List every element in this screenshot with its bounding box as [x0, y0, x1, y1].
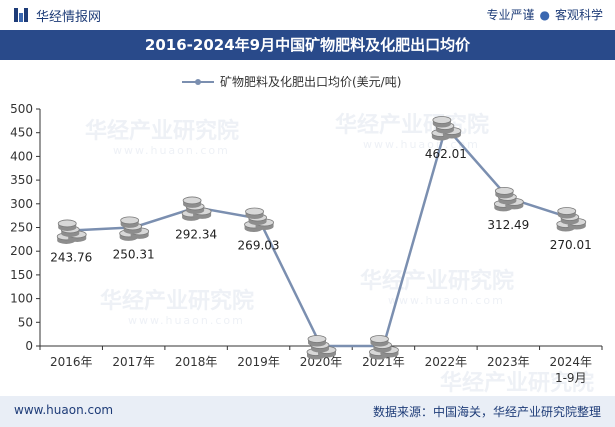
top-bar: 华经情报网 专业严谨 ● 客观科学: [0, 0, 615, 30]
x-tick-label: 2022年: [425, 355, 468, 369]
watermark-text: 华经产业研究院: [360, 268, 514, 294]
data-label: 269.03: [238, 238, 280, 252]
data-point-coin-icon: [119, 216, 150, 241]
chart-title: 2016-2024年9月中国矿物肥料及化肥出口均价: [0, 30, 615, 60]
data-label: 250.31: [113, 247, 155, 261]
data-label: 312.49: [487, 218, 529, 232]
data-label: 292.34: [175, 227, 217, 241]
y-tick-label: 300: [10, 197, 33, 211]
y-tick-label: 450: [10, 126, 33, 140]
logo-text: 华经情报网: [36, 10, 102, 25]
y-tick-label: 350: [10, 173, 33, 187]
data-point-coin-icon: [56, 219, 87, 244]
watermark-url: www.huaon.com: [363, 138, 480, 151]
y-tick-label: 150: [10, 268, 33, 282]
slogan: 专业严谨 ● 客观科学: [486, 6, 603, 23]
y-tick-label: 50: [18, 315, 33, 329]
watermark-text: 华经产业研究院: [440, 370, 594, 396]
watermark-url: www.huaon.com: [128, 314, 245, 327]
line-chart: 华经产业研究院www.huaon.com华经产业研究院www.huaon.com…: [10, 75, 603, 396]
footer-bar: www.huaon.com 数据来源：中国海关，华经产业研究院整理: [0, 396, 615, 427]
watermark-url: www.huaon.com: [113, 144, 230, 157]
y-tick-label: 100: [10, 292, 33, 306]
data-point-coin-icon: [493, 186, 524, 212]
watermark-url: www.huaon.com: [388, 294, 505, 307]
slogan-left: 专业严谨: [486, 8, 535, 22]
data-label: 462.01: [425, 147, 467, 161]
y-tick-label: 250: [10, 221, 33, 235]
watermark-text: 华经产业研究院: [100, 288, 254, 314]
logo-icon: [14, 8, 28, 22]
x-tick-label-sub: 1-9月: [555, 371, 587, 385]
data-point-coin-icon: [431, 116, 462, 141]
data-point-coin-icon: [306, 335, 337, 360]
x-tick-label: 2023年: [487, 355, 530, 369]
watermark-text: 华经产业研究院: [85, 118, 239, 144]
data-point-coin-icon: [181, 196, 212, 221]
data-label: 243.76: [50, 250, 92, 264]
y-tick-label: 500: [10, 102, 33, 116]
x-tick-label: 2017年: [112, 355, 155, 369]
data-point-coin-icon: [556, 207, 587, 232]
slogan-separator: ●: [539, 8, 550, 22]
x-tick-label: 2018年: [175, 355, 218, 369]
legend-label: 矿物肥料及化肥出口均价(美元/吨): [220, 75, 401, 89]
legend-marker: [195, 79, 201, 85]
x-tick-label: 2019年: [237, 355, 280, 369]
watermark-text: 华经产业研究院: [335, 112, 489, 138]
data-label: 270.01: [550, 238, 592, 252]
data-point-coin-icon: [244, 207, 274, 232]
data-point-coin-icon: [369, 335, 399, 360]
y-tick-label: 200: [10, 244, 33, 258]
footer-site: www.huaon.com: [14, 403, 114, 417]
footer-source: 数据来源：中国海关，华经产业研究院整理: [372, 405, 601, 419]
x-tick-label: 2016年: [50, 355, 93, 369]
y-tick-label: 0: [25, 339, 33, 353]
slogan-right: 客观科学: [554, 8, 603, 22]
y-tick-label: 400: [10, 149, 33, 163]
x-tick-label: 2024年: [550, 355, 593, 369]
